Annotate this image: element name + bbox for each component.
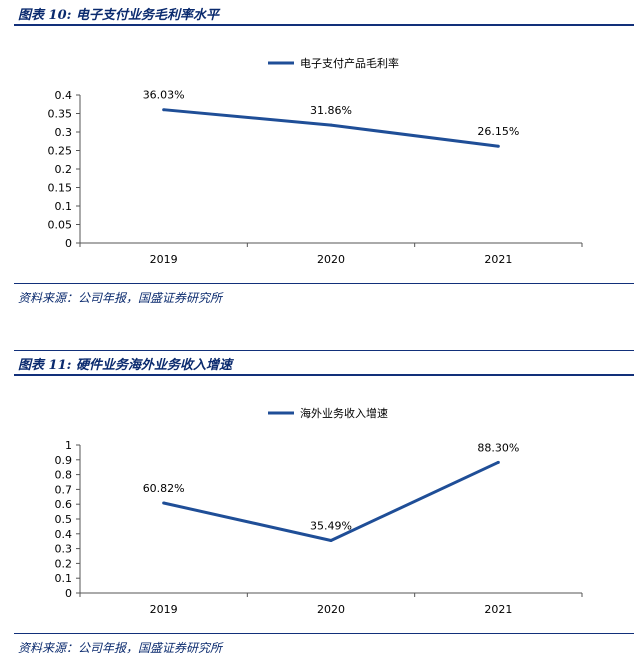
title-rule [14,374,634,376]
y-tick-label: 0 [65,587,72,600]
source-rule [14,283,634,284]
y-tick-label: 0.9 [55,454,73,467]
data-point [162,108,166,112]
data-point [162,501,166,505]
y-tick-label: 0.15 [48,182,73,195]
y-tick-label: 0.25 [48,145,73,158]
figure-title: 图表 11: 硬件业务海外业务收入增速 [18,358,232,373]
x-tick-label: 2021 [484,603,512,616]
x-tick-label: 2019 [150,253,178,266]
data-label: 26.15% [477,125,519,138]
x-tick-label: 2019 [150,603,178,616]
figure-11: 图表 11: 硬件业务海外业务收入增速 海外业务收入增速 0 0.1 0.2 0.3 0.… [0,350,640,661]
y-tick-label: 0.3 [55,543,73,556]
data-label: 36.03% [143,89,185,102]
y-tick-label: 0.05 [48,219,73,232]
data-point [329,538,333,542]
source-rule [14,633,634,634]
data-point [496,144,500,148]
chart-gross-margin: 电子支付产品毛利率 0 0.05 0.1 0.15 0.2 0.25 0.3 0.35 0.4 20… [48,56,583,266]
y-tick-label: 0.1 [55,572,73,585]
data-label: 35.49% [310,519,352,532]
y-tick-label: 0.8 [55,469,73,482]
legend-label: 电子支付产品毛利率 [300,56,399,70]
data-point [496,460,500,464]
y-tick-label: 0.6 [55,498,73,511]
legend-label: 海外业务收入增速 [300,406,388,420]
chart-overseas-growth: 海外业务收入增速 0 0.1 0.20.3 0.4 0.5 0.6 0.70.8 0.9 1 201… [55,406,583,616]
figure-10: 图表 10: 电子支付业务毛利率水平 电子支付产品毛利率 0 0.05 0.1 0.15… [0,0,640,310]
y-tick-label: 0.5 [55,513,73,526]
y-tick-label: 0.1 [55,200,73,213]
top-rule [14,350,634,351]
y-tick-label: 0.7 [55,483,73,496]
data-point [329,123,333,127]
x-tick-label: 2020 [317,253,345,266]
y-tick-label: 0.4 [55,528,73,541]
y-tick-label: 0.3 [55,126,73,139]
y-tick-label: 0.2 [55,557,73,570]
data-label: 31.86% [310,104,352,117]
data-label: 88.30% [477,441,519,454]
x-tick-label: 2021 [484,253,512,266]
y-tick-label: 0 [65,237,72,250]
y-tick-label: 0.2 [55,163,73,176]
source-note: 资料来源：公司年报，国盛证券研究所 [18,291,223,305]
data-label: 60.82% [143,482,185,495]
source-note: 资料来源：公司年报，国盛证券研究所 [18,641,223,655]
y-tick-label: 0.4 [55,89,73,102]
x-tick-label: 2020 [317,603,345,616]
title-rule [14,24,634,26]
y-tick-label: 0.35 [48,108,73,121]
y-tick-label: 1 [65,439,72,452]
figure-title: 图表 10: 电子支付业务毛利率水平 [18,8,219,23]
